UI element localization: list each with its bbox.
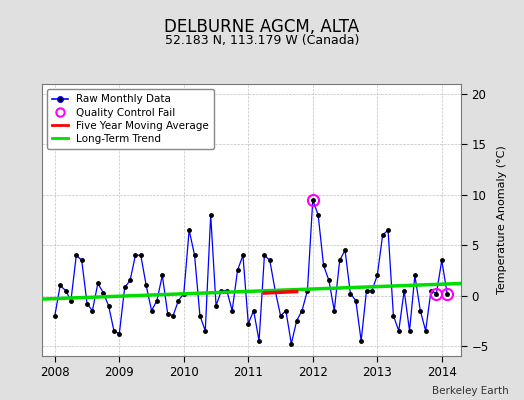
Legend: Raw Monthly Data, Quality Control Fail, Five Year Moving Average, Long-Term Tren: Raw Monthly Data, Quality Control Fail, … — [47, 89, 214, 149]
Text: DELBURNE AGCM, ALTA: DELBURNE AGCM, ALTA — [165, 18, 359, 36]
Y-axis label: Temperature Anomaly (°C): Temperature Anomaly (°C) — [497, 146, 507, 294]
Text: Berkeley Earth: Berkeley Earth — [432, 386, 508, 396]
Text: 52.183 N, 113.179 W (Canada): 52.183 N, 113.179 W (Canada) — [165, 34, 359, 47]
